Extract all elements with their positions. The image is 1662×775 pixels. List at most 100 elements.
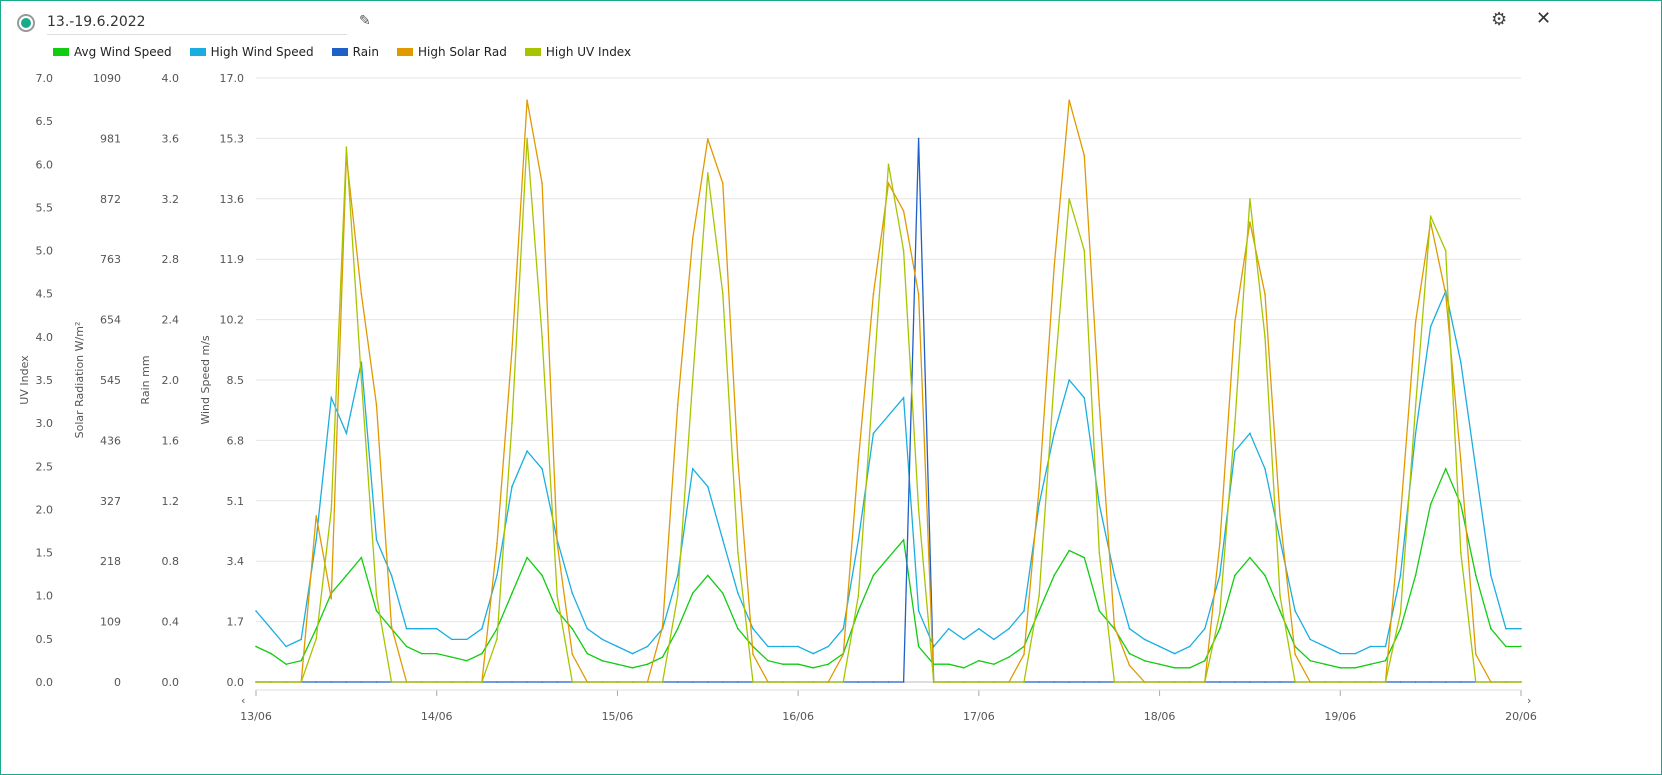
- title-field[interactable]: 13.-19.6.2022: [47, 12, 347, 35]
- axis-tick-label: 0.0: [36, 676, 54, 689]
- legend-item[interactable]: Avg Wind Speed: [53, 45, 172, 59]
- data-point: [947, 627, 950, 630]
- data-point: [1279, 681, 1281, 683]
- data-point: [586, 627, 589, 630]
- data-point: [857, 539, 860, 541]
- data-point: [511, 348, 513, 351]
- data-point: [1053, 574, 1055, 577]
- data-point: [1188, 645, 1191, 648]
- data-point: [1083, 154, 1086, 157]
- data-point: [450, 638, 453, 641]
- data-point: [375, 594, 378, 597]
- data-point: [556, 610, 558, 612]
- data-point: [1505, 645, 1507, 648]
- data-point: [345, 146, 348, 148]
- data-point: [917, 610, 920, 612]
- data-point: [1068, 99, 1071, 101]
- data-point: [782, 681, 784, 683]
- data-point: [466, 638, 468, 641]
- series-line-high-wind-speed: [255, 289, 1521, 655]
- axis-tick-label: 0.0: [227, 676, 245, 689]
- legend-swatch: [524, 48, 541, 56]
- data-point: [676, 594, 679, 597]
- axis-tick-label: 436: [100, 434, 121, 447]
- pencil-icon[interactable]: ✎: [359, 13, 371, 29]
- data-point: [556, 594, 558, 597]
- data-point: [541, 574, 543, 577]
- data-point: [360, 361, 363, 364]
- data-point: [405, 645, 408, 648]
- data-point: [1113, 681, 1116, 683]
- legend-label: High Solar Rad: [418, 45, 507, 59]
- axis-tick-label: 17.0: [220, 72, 245, 85]
- scroll-right-arrow[interactable]: ›: [1527, 694, 1531, 707]
- data-point: [571, 592, 574, 594]
- axis-tick-label: 3.6: [162, 132, 180, 145]
- data-point: [1219, 612, 1221, 614]
- data-point: [1264, 468, 1266, 470]
- scroll-left-arrow[interactable]: ‹: [241, 694, 245, 707]
- data-point: [526, 450, 528, 452]
- legend-item[interactable]: High Wind Speed: [189, 45, 314, 59]
- data-point: [1475, 574, 1477, 577]
- data-point: [1008, 656, 1010, 658]
- data-point: [390, 625, 393, 628]
- data-point: [375, 681, 378, 683]
- data-point: [390, 681, 393, 683]
- data-point: [1429, 503, 1432, 506]
- data-point: [435, 652, 438, 655]
- series-line-high-solar-rad: [256, 100, 1521, 683]
- data-point: [1264, 293, 1266, 295]
- data-point: [1098, 681, 1101, 683]
- x-tick-label: 19/06: [1324, 710, 1356, 723]
- gear-icon[interactable]: ⚙: [1491, 9, 1508, 30]
- data-point: [737, 681, 739, 683]
- data-point: [586, 652, 589, 655]
- legend-item[interactable]: High Solar Rad: [397, 45, 507, 59]
- data-point: [255, 610, 257, 612]
- data-point: [1294, 610, 1296, 612]
- data-point: [616, 663, 619, 666]
- legend-swatch: [331, 48, 348, 56]
- data-point: [1068, 198, 1071, 200]
- data-point: [887, 182, 890, 185]
- data-point: [1098, 610, 1101, 612]
- data-point: [706, 681, 709, 683]
- data-point: [481, 652, 483, 655]
- data-point: [1414, 574, 1417, 577]
- data-point: [993, 681, 995, 683]
- data-point: [947, 663, 950, 666]
- data-point: [1083, 396, 1086, 399]
- data-point: [1324, 645, 1327, 648]
- data-point: [541, 336, 543, 338]
- data-point: [1188, 666, 1191, 669]
- data-point: [1354, 652, 1357, 655]
- data-point: [872, 293, 875, 295]
- data-point: [601, 659, 604, 662]
- data-point: [481, 681, 483, 683]
- data-point: [932, 681, 935, 683]
- data-point: [330, 508, 333, 511]
- data-point: [571, 653, 574, 656]
- data-point: [1339, 666, 1342, 669]
- data-point: [917, 508, 920, 511]
- data-point: [1429, 681, 1432, 683]
- axis-tick-label: 13.6: [220, 193, 245, 206]
- data-point: [1188, 681, 1191, 683]
- data-point: [511, 485, 513, 488]
- x-tick-label: 16/06: [782, 710, 814, 723]
- close-icon[interactable]: ✕: [1536, 8, 1552, 29]
- legend-item[interactable]: High UV Index: [524, 45, 631, 59]
- legend-item[interactable]: Rain: [331, 45, 379, 59]
- data-point: [375, 539, 378, 541]
- data-point: [616, 645, 619, 648]
- radio-button[interactable]: [17, 14, 35, 32]
- data-point: [631, 666, 634, 669]
- data-point: [1490, 574, 1492, 577]
- data-point: [1264, 574, 1266, 577]
- data-point: [872, 681, 875, 683]
- axis-tick-label: 654: [100, 314, 121, 327]
- data-point: [1249, 221, 1251, 223]
- data-point: [300, 681, 302, 683]
- data-point: [1113, 574, 1116, 577]
